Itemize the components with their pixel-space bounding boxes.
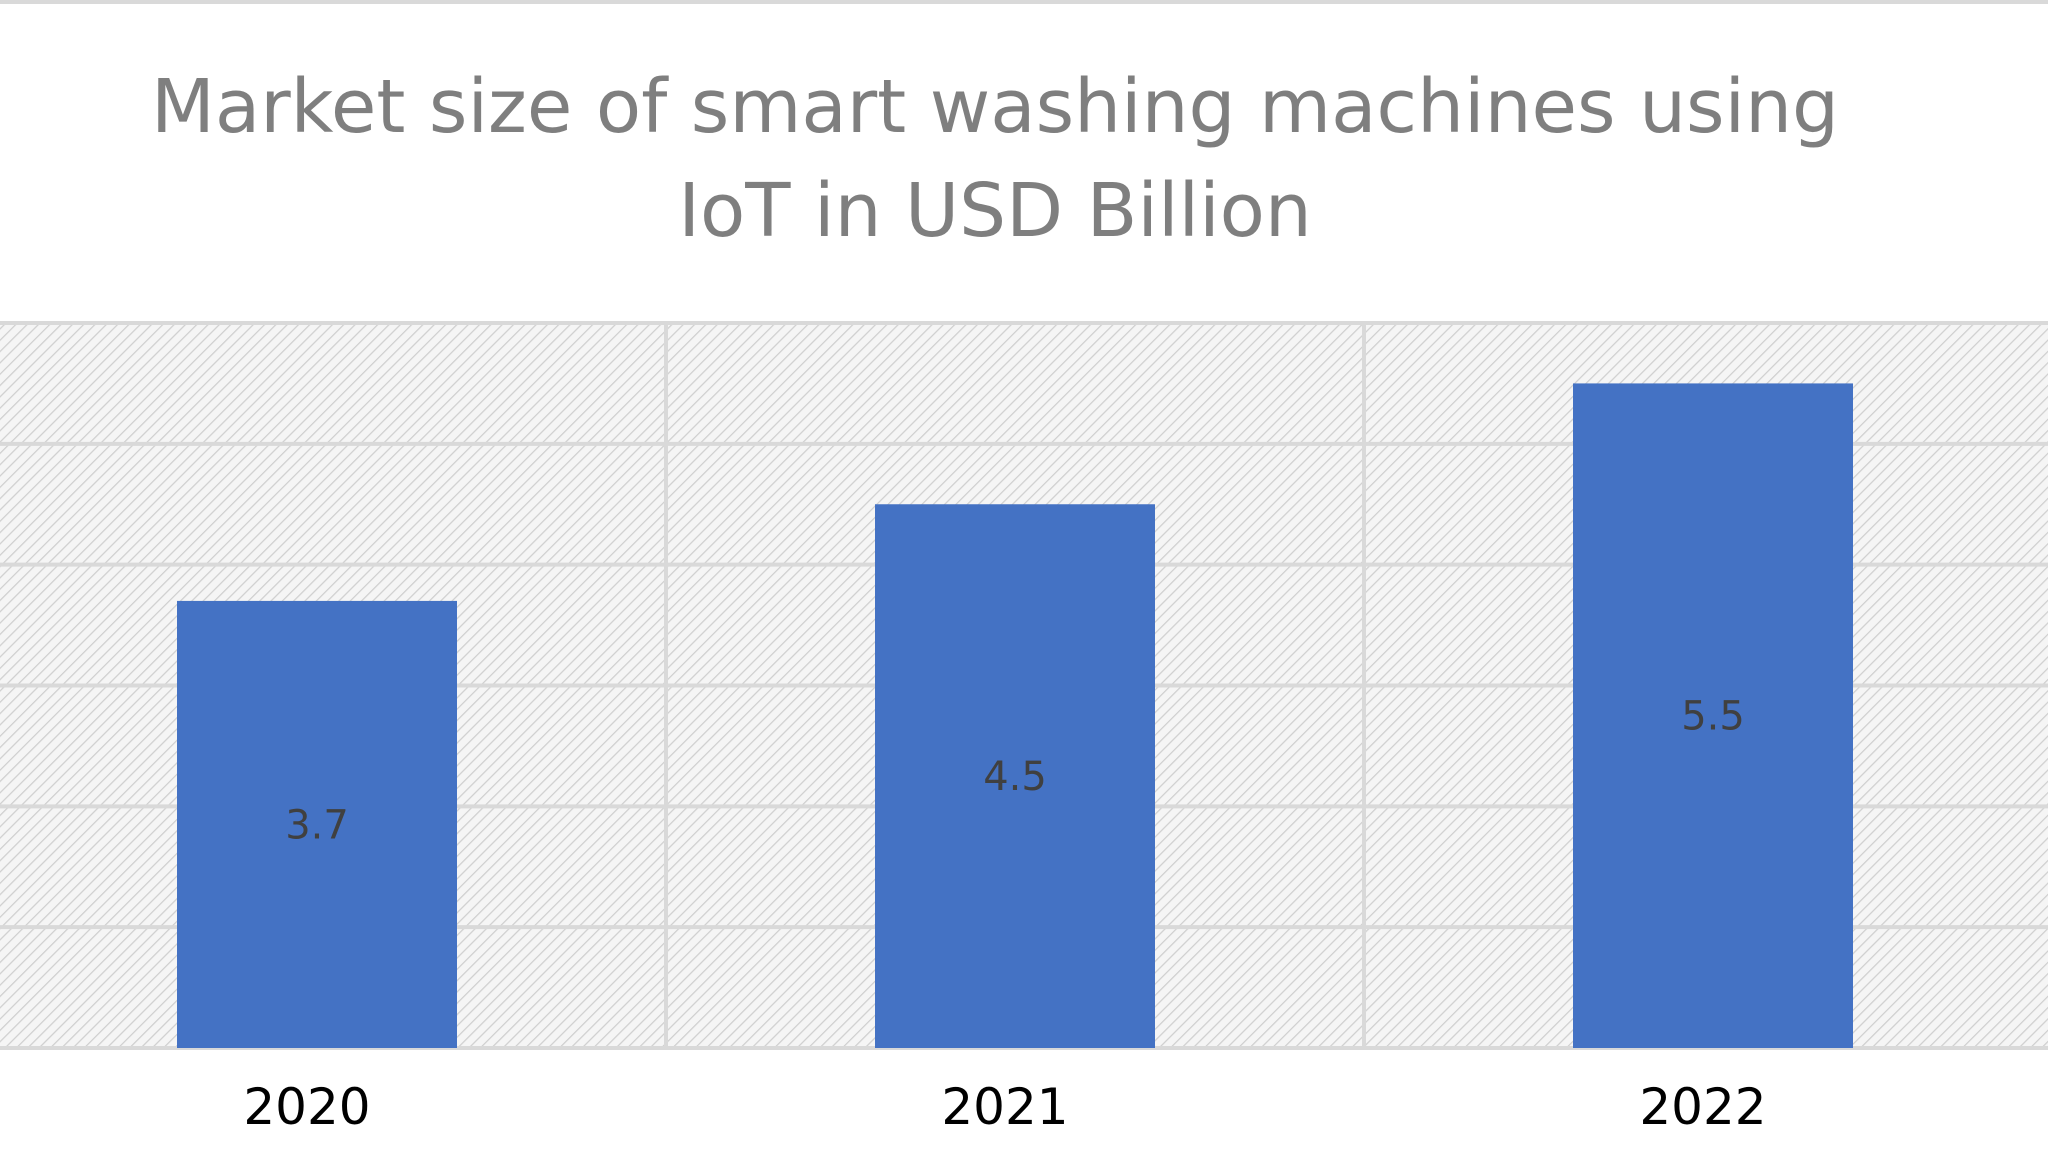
data-labels: 3.7 4.5 5.5	[285, 694, 1745, 849]
data-label-2022: 5.5	[1681, 694, 1745, 740]
bar-2020	[177, 600, 457, 1048]
x-tick-label-2020: 2020	[243, 1078, 370, 1136]
bars	[177, 383, 1853, 1049]
x-tick-label-2021: 2021	[941, 1078, 1068, 1136]
chart-title: Market size of smart washing machines us…	[151, 64, 1839, 254]
x-tick-label-2022: 2022	[1639, 1078, 1766, 1136]
data-label-2020: 3.7	[285, 802, 349, 848]
x-tick-labels: 2020 2021 2022	[243, 1078, 1766, 1136]
data-label-2021: 4.5	[983, 754, 1047, 800]
bar-2021	[875, 504, 1155, 1048]
bar-2022	[1573, 383, 1853, 1049]
top-border	[0, 0, 2048, 4]
